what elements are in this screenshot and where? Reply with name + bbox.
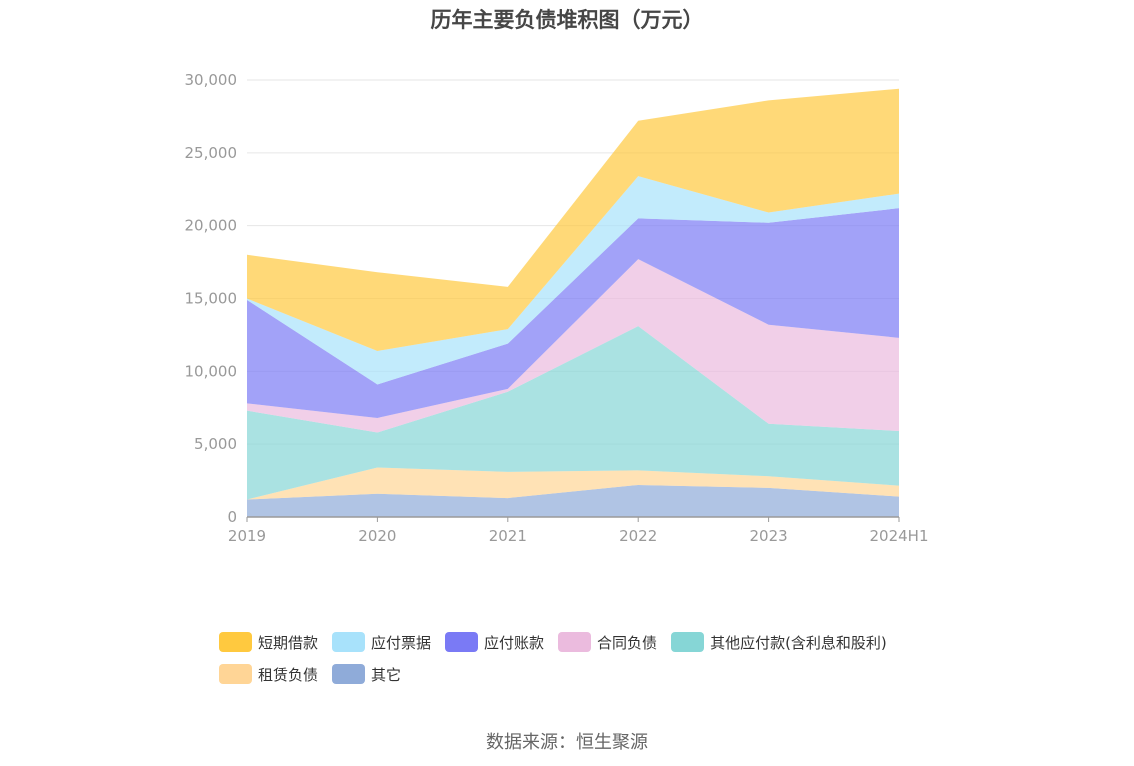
area-series-租赁负债 xyxy=(247,467,899,500)
legend-item[interactable]: 租赁负债 xyxy=(219,662,318,686)
y-tick-label: 5,000 xyxy=(194,435,237,453)
x-tick-label: 2023 xyxy=(750,527,788,545)
legend-swatch xyxy=(332,632,366,652)
legend-item[interactable]: 其它 xyxy=(332,662,401,686)
area-series-合同负债 xyxy=(247,259,899,433)
legend-item[interactable]: 其他应付款(含利息和股利) xyxy=(671,630,887,654)
legend-item[interactable]: 应付票据 xyxy=(332,630,431,654)
area-series-应付票据 xyxy=(247,176,899,385)
area-series-其它 xyxy=(247,484,899,517)
legend-label: 应付票据 xyxy=(371,633,432,652)
y-tick-label: 25,000 xyxy=(185,144,238,162)
legend-swatch xyxy=(558,632,592,652)
y-tick-label: 10,000 xyxy=(185,362,238,380)
y-tick-label: 30,000 xyxy=(185,71,238,89)
legend-swatch xyxy=(219,664,252,684)
x-tick-label: 2019 xyxy=(228,527,266,545)
y-tick-label: 15,000 xyxy=(185,290,238,308)
legend-item[interactable]: 合同负债 xyxy=(558,630,657,654)
area-series-应付账款 xyxy=(247,208,899,418)
x-tick-label: 2021 xyxy=(489,527,527,545)
source-note: 数据来源：恒生聚源 xyxy=(486,732,648,753)
area-series-其他应付款(含利息和股利) xyxy=(247,326,899,500)
legend-label: 其它 xyxy=(371,665,402,684)
legend-item[interactable]: 应付账款 xyxy=(445,630,544,654)
axes: 0 5,000 10,000 15,000 20,000 25,000 30,000 2019… xyxy=(185,71,929,545)
y-tick-label: 0 xyxy=(227,508,237,526)
area-series-短期借款 xyxy=(247,88,899,351)
legend-label: 租赁负债 xyxy=(258,665,319,684)
stacked-area-chart: 0 5,000 10,000 15,000 20,000 25,000 30,000 2019… xyxy=(185,71,929,545)
legend-swatch xyxy=(445,632,479,652)
legend: 短期借款 应付票据 应付账款 合同负债 其他应付款(含利息和股利) 租赁负债 其它 xyxy=(219,630,939,686)
legend-swatch xyxy=(219,632,252,652)
x-tick-label: 2024H1 xyxy=(870,527,929,545)
area-series xyxy=(247,88,899,517)
legend-label: 合同负债 xyxy=(597,633,658,652)
legend-swatch xyxy=(332,664,366,684)
legend-label: 其他应付款(含利息和股利) xyxy=(710,633,887,652)
x-tick-label: 2020 xyxy=(358,527,396,545)
y-tick-label: 20,000 xyxy=(185,217,238,235)
chart-title: 历年主要负债堆积图（万元） xyxy=(430,8,704,32)
x-tick-label: 2022 xyxy=(619,527,657,545)
legend-item[interactable]: 短期借款 xyxy=(219,630,318,654)
legend-label: 短期借款 xyxy=(258,633,319,652)
legend-label: 应付账款 xyxy=(484,633,545,652)
legend-swatch xyxy=(671,632,705,652)
